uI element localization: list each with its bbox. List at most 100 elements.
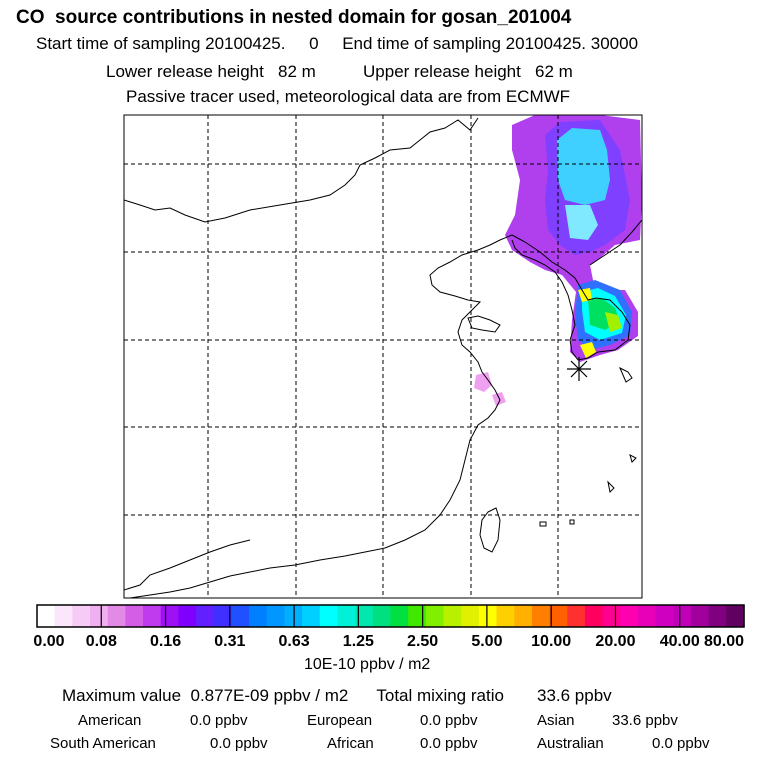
colorbar-tick-label: 0.16 [149,633,182,650]
lower-height-value: 82 m [278,62,316,81]
colorbar-cell [549,605,568,627]
korea-peninsula [511,234,631,361]
continent-name: Australian [537,735,604,752]
colorbar-cell [249,605,268,627]
continent-name: European [307,712,373,729]
colorbar-cell [708,605,727,627]
colorbar-cell [90,605,109,627]
japan-coast [607,366,637,494]
receptor-asterisk-icon [567,357,591,381]
colorbar-tick-label: 1.25 [342,633,374,650]
colorbar-tick-label: 2.50 [407,633,439,650]
total-mixing-value: 33.6 ppbv [537,686,612,705]
max-value-label: Maximum value [62,686,182,705]
continent-name: Asian [537,712,575,729]
coastlines [124,117,642,598]
colorbar-cell [337,605,356,627]
colorbar-cell [425,605,445,627]
colorbar-cell [531,605,551,627]
summary-line: Maximum value 0.877E-09 ppbv / m2 Total … [62,687,612,704]
shanghai-pink-patch [474,372,492,392]
continent-value: 0.0 ppbv [652,735,710,752]
colorbar [36,604,745,628]
colorbar-cell [355,605,374,627]
colorbar-cell [143,605,162,627]
release-height-line: Lower release height 82 m Upper release … [106,63,573,80]
plume-cyan-north [557,128,610,205]
continent-value: 0.0 ppbv [420,735,478,752]
contribution-field [474,115,642,406]
taiwan-outline [479,507,501,553]
colorbar-units: 10E-10 ppbv / m2 [304,656,431,673]
colorbar-cell [196,605,215,627]
colorbar-cell [443,605,462,627]
colorbar-cell [584,605,604,627]
continent-name: South American [50,735,156,752]
colorbar-cell [408,605,427,627]
start-time-label: Start time of sampling 20100425. [36,34,286,53]
colorbar-cell [72,605,91,627]
map-frame [123,114,643,599]
small-islands [539,519,575,527]
plume-cyan-mid [565,205,598,240]
colorbar-cell [726,605,745,627]
end-time-label: End time of sampling 20100425. 30000 [342,34,639,53]
colorbar-cell [461,605,480,627]
continent-name: American [78,712,142,729]
colorbar-cell [54,605,73,627]
map-area [124,115,642,598]
colorbar-cell [690,605,710,627]
colorbar-tick-label: 0.08 [85,633,117,650]
korea-west-coast [129,234,513,598]
max-value: 0.877E-09 ppbv / m2 [190,686,349,705]
colorbar-frame [36,604,745,628]
colorbar-tick-label: 20.00 [595,633,636,650]
colorbar-tick-label: 5.00 [471,633,503,650]
colorbar-cell [372,605,392,627]
continent-name: African [327,735,374,752]
upper-height-label: Upper release height [363,62,521,81]
korea-yellow-south [580,342,596,358]
colorbar-tick-label: 0.00 [33,633,65,650]
colorbar-cell [478,605,498,627]
upper-height-value: 62 m [535,62,573,81]
start-time-value: 0 [309,34,319,53]
colorbar-cell [231,605,250,627]
continent-value: 0.0 ppbv [190,712,248,729]
colorbar-cell [213,605,233,627]
colorbar-cells [37,605,745,627]
colorbar-dividers [100,605,681,627]
total-mixing-label: Total mixing ratio [376,686,504,705]
continent-value: 33.6 ppbv [612,712,678,729]
plot-title: CO source contributions in nested domain… [16,7,572,28]
colorbar-cell [107,605,126,627]
colorbar-cell [178,605,197,627]
korea-east-coast [589,219,642,266]
colorbar-cell [673,605,692,627]
colorbar-cell [567,605,586,627]
colorbar-cell [655,605,674,627]
colorbar-tick-label: 80.00 [703,633,745,650]
colorbar-cell [125,605,144,627]
china-border-north [124,117,479,223]
colorbar-cell [602,605,621,627]
colorbar-cell [514,605,533,627]
colorbar-cell [160,605,180,627]
river-line [124,539,251,591]
korea-lime [605,312,622,332]
colorbar-cell [637,605,657,627]
shandong-peninsula [467,315,501,333]
colorbar-cell [390,605,409,627]
colorbar-tick-label: 40.00 [659,633,700,650]
continent-value: 0.0 ppbv [210,735,268,752]
colorbar-cell [37,605,56,627]
lower-height-label: Lower release height [106,62,264,81]
colorbar-cell [496,605,515,627]
colorbar-cell [319,605,339,627]
colorbar-cell [302,605,321,627]
sampling-time-line: Start time of sampling 20100425. 0 End t… [36,35,638,52]
tracer-note: Passive tracer used, meteorological data… [126,87,571,106]
colorbar-tick-label: 0.63 [278,633,310,650]
continent-value: 0.0 ppbv [420,712,478,729]
